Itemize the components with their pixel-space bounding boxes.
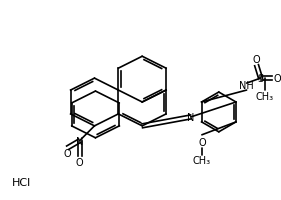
Text: O: O [198,137,206,147]
Text: N: N [187,112,195,122]
Text: NH: NH [239,81,254,91]
Text: HCl: HCl [12,177,31,187]
Text: O: O [64,148,71,158]
Text: O: O [274,74,281,84]
Text: CH₃: CH₃ [193,155,211,165]
Text: O: O [253,55,260,65]
Text: CH₃: CH₃ [255,92,274,102]
Text: N: N [76,136,83,146]
Text: S: S [257,74,264,84]
Text: O: O [76,157,83,167]
